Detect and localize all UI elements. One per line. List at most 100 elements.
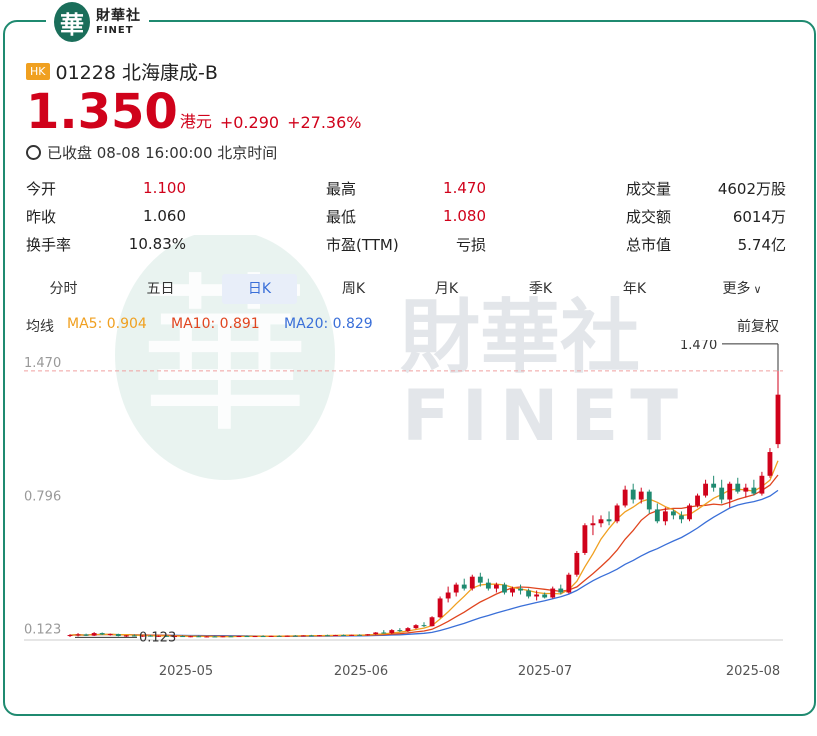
candle-body — [775, 394, 781, 445]
stats-grid: 今开 1.100 最高 1.470 成交量 4602万股 昨收 1.060 最低… — [26, 174, 788, 258]
candle-body — [558, 588, 564, 593]
high-value: 1.470 — [443, 179, 486, 197]
candle-body — [164, 635, 169, 637]
kline-chart: 1.470 0.796 0.123 1.470 0.123 2025-05 2025-06 2… — [24, 340, 783, 679]
price-change-pct: +27.36% — [287, 113, 362, 132]
price-unit: 港元 — [179, 112, 212, 131]
price-change: +0.290 — [219, 113, 280, 132]
candle-body — [687, 505, 692, 520]
candle-body — [670, 511, 676, 516]
candle-body — [373, 632, 379, 635]
candle-body — [493, 584, 499, 589]
candle-body — [204, 636, 210, 638]
amount-value: 6014万 — [732, 207, 786, 226]
candle-body — [445, 592, 451, 599]
mcap-value: 5.74亿 — [737, 235, 786, 254]
candle-body — [630, 489, 636, 500]
x-tick-label: 2025-08 — [726, 664, 780, 679]
stock-title: 01228 北海康成-B — [55, 62, 218, 84]
open-label: 今开 — [26, 179, 57, 198]
low-value: 1.080 — [443, 207, 486, 225]
tab-weekly-k[interactable]: 周K — [341, 281, 366, 297]
candle-body — [518, 588, 523, 591]
low-label: 最低 — [326, 207, 357, 226]
candle-body — [389, 630, 395, 634]
volume-label: 成交量 — [626, 179, 672, 198]
candle-body — [759, 475, 765, 494]
candle-body — [598, 519, 604, 524]
candle-body — [284, 635, 290, 637]
tab-daily-k[interactable]: 日K — [222, 274, 297, 304]
candle-body — [566, 574, 572, 593]
candle-body — [413, 625, 419, 629]
candle-body — [172, 636, 178, 638]
candle-body — [341, 635, 346, 637]
adjust-toggle[interactable]: 前复权 — [737, 319, 779, 335]
candle-body — [502, 584, 507, 593]
turnover-label: 换手率 — [26, 235, 72, 254]
tab-more[interactable]: 更多 ∨ — [702, 274, 782, 304]
tab-quarterly-k[interactable]: 季K — [528, 281, 553, 297]
volume-value: 4602万股 — [717, 179, 786, 198]
candle-body — [83, 634, 89, 636]
candle-body — [421, 625, 427, 627]
mcap-label: 总市值 — [626, 235, 672, 254]
tab-monthly-k[interactable]: 月K — [434, 281, 459, 297]
ma5-line — [69, 460, 779, 638]
finet-seal-icon: 華 — [54, 2, 90, 42]
candle-body — [220, 636, 226, 638]
ma-label: 均线 — [26, 319, 54, 335]
candle-body — [590, 523, 596, 526]
candle-body — [767, 452, 773, 476]
current-price: 1.350 — [26, 84, 178, 140]
x-tick-label: 2025-06 — [334, 664, 388, 679]
candle-body — [115, 634, 121, 637]
market-status-row: 已收盘 08-08 16:00:00 北京时间 — [26, 142, 277, 163]
x-tick-label: 2025-05 — [159, 664, 213, 679]
y-tick-label: 1.470 — [24, 356, 61, 371]
stock-title-row: HK 01228 北海康成-B — [26, 58, 218, 85]
candle-body — [212, 636, 218, 638]
candle-body — [397, 630, 403, 632]
candle-body — [695, 495, 700, 506]
candle-body — [252, 636, 258, 638]
candle-body — [196, 636, 202, 638]
candle-body — [453, 584, 459, 593]
ma5-value: MA5: 0.904 — [67, 316, 147, 332]
candle-body — [654, 509, 660, 522]
clock-icon — [26, 145, 41, 160]
market-status-text: 已收盘 08-08 16:00:00 北京时间 — [47, 144, 278, 162]
candle-body — [292, 635, 298, 637]
candle-body — [550, 588, 556, 598]
candle-body — [123, 635, 129, 637]
tab-more-label: 更多 — [722, 281, 751, 297]
candle-body — [461, 584, 467, 589]
candle-body — [75, 634, 81, 636]
high-label: 最高 — [326, 179, 357, 198]
candle-body — [365, 634, 371, 636]
chevron-down-icon: ∨ — [753, 283, 762, 296]
tab-five-day[interactable]: 五日 — [146, 281, 175, 297]
tab-intraday[interactable]: 分时 — [49, 281, 78, 297]
ma10-value: MA10: 0.891 — [171, 316, 260, 332]
ma20-value: MA20: 0.829 — [284, 316, 373, 332]
candle-body — [437, 598, 443, 618]
candle-body — [325, 635, 330, 637]
y-tick-label: 0.796 — [24, 489, 61, 504]
candle-body — [131, 635, 137, 637]
candle-body — [429, 617, 435, 627]
candle-body — [99, 633, 105, 635]
candle-body — [510, 588, 515, 593]
candle-body — [719, 487, 725, 500]
candle-body — [349, 634, 355, 636]
candle-body — [308, 635, 314, 637]
candle-body — [582, 525, 588, 553]
candle-body — [156, 635, 161, 637]
candle-body — [357, 634, 363, 636]
ma10-line — [69, 474, 779, 638]
y-tick-label: 0.123 — [24, 622, 61, 637]
candle-body — [469, 576, 475, 589]
tab-yearly-k[interactable]: 年K — [622, 281, 647, 297]
candle-body — [333, 635, 338, 637]
candle-body — [526, 590, 532, 597]
